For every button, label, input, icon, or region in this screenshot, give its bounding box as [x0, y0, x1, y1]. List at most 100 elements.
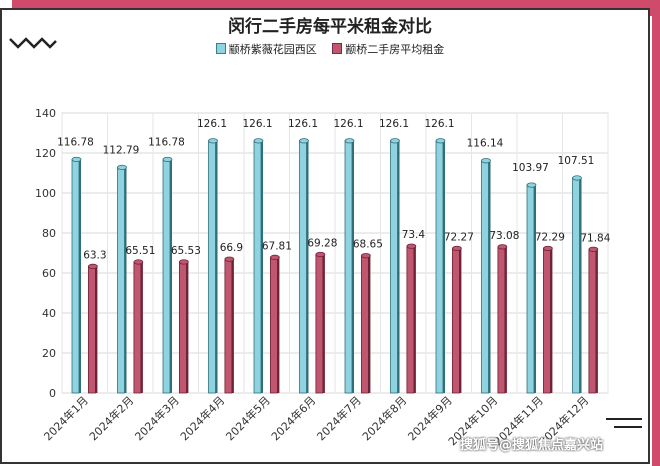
data-label-series-2: 73.4 — [402, 229, 426, 241]
x-tick-label: 2024年7月 — [314, 393, 364, 443]
data-label-series-1: 107.51 — [558, 155, 595, 167]
bar-series-1 — [481, 160, 489, 394]
double-line-decoration-icon — [606, 418, 642, 428]
bar-side-series-2 — [504, 245, 507, 393]
x-tick-label: 2024年5月 — [223, 393, 273, 443]
bar-side-series-1 — [215, 139, 218, 393]
bar-side-series-2 — [322, 253, 325, 393]
data-label-series-1: 126.1 — [197, 118, 227, 130]
bar-cap-series-1 — [572, 175, 582, 181]
bar-series-2 — [178, 261, 187, 394]
data-label-series-2: 72.27 — [444, 231, 474, 243]
bar-side-series-1 — [306, 139, 309, 393]
data-label-series-1: 126.1 — [333, 118, 363, 130]
y-tick-label: 100 — [35, 187, 56, 200]
y-tick-label: 140 — [35, 107, 56, 120]
data-label-series-1: 126.1 — [242, 118, 272, 130]
x-tick-label: 2024年4月 — [177, 393, 227, 443]
bar-cap-series-1 — [344, 138, 355, 144]
bar-cap-series-2 — [315, 251, 326, 258]
bar-side-series-2 — [459, 247, 462, 393]
bar-side-series-1 — [79, 158, 82, 393]
data-label-series-2: 68.65 — [353, 239, 383, 251]
bar-side-series-1 — [124, 166, 127, 393]
data-label-series-2: 66.9 — [220, 242, 243, 254]
bar-cap-series-1 — [71, 156, 82, 163]
data-label-series-1: 126.1 — [379, 118, 409, 130]
data-label-series-1: 126.1 — [288, 118, 318, 130]
bar-cap-series-1 — [299, 138, 309, 144]
bar-series-2 — [497, 246, 506, 394]
bar-cap-series-1 — [117, 164, 127, 171]
watermark: 搜狐号@搜狐焦点嘉兴站 — [460, 438, 604, 453]
bar-cap-series-1 — [390, 138, 400, 144]
bar-side-series-1 — [579, 176, 582, 393]
bar-series-1 — [71, 159, 80, 394]
bar-cap-series-2 — [588, 246, 599, 252]
x-tick-label: 2024年8月 — [359, 393, 409, 443]
data-label-series-2: 69.28 — [307, 237, 337, 249]
y-tick-label: 20 — [42, 347, 56, 360]
bar-side-series-2 — [413, 245, 416, 393]
bar-cap-series-1 — [481, 158, 491, 164]
bar-side-series-2 — [277, 256, 280, 393]
bar-series-1 — [435, 140, 444, 394]
y-tick-label: 60 — [42, 267, 56, 280]
bar-cap-series-1 — [526, 182, 537, 188]
data-label-series-2: 63.3 — [83, 249, 106, 261]
data-label-series-2: 72.29 — [535, 231, 565, 243]
x-tick-label: 2024年6月 — [268, 393, 318, 443]
bar-series-1 — [162, 159, 171, 394]
zigzag-decoration-icon — [9, 37, 57, 49]
bar-series-2 — [269, 256, 278, 394]
bar-series-1 — [208, 140, 216, 394]
legend-label-series-2: 颛桥二手房平均租金 — [345, 43, 445, 56]
bar-side-series-1 — [443, 139, 446, 393]
bar-series-2 — [87, 265, 96, 394]
bar-cap-series-2 — [360, 253, 371, 259]
bar-series-2 — [224, 258, 233, 394]
bar-side-series-2 — [140, 260, 143, 393]
bar-series-1 — [253, 140, 262, 394]
data-label-series-2: 67.81 — [262, 240, 292, 252]
bar-side-series-1 — [352, 139, 355, 393]
bar-cap-series-2 — [133, 259, 144, 265]
bar-series-2 — [542, 248, 551, 394]
legend-item-series-1: 颛桥紫薇花园西区 — [215, 41, 317, 57]
bar-side-series-1 — [170, 158, 173, 393]
bar-cap-series-1 — [208, 138, 218, 144]
bar-side-series-1 — [488, 159, 491, 393]
bar-cap-series-1 — [162, 156, 173, 163]
bar-series-1 — [526, 184, 535, 394]
y-tick-label: 120 — [35, 147, 56, 160]
chart-title: 闵行二手房每平米租金对比 — [228, 17, 432, 37]
bar-cap-series-2 — [269, 254, 280, 260]
bar-cap-series-2 — [406, 243, 417, 249]
bar-side-series-2 — [231, 258, 234, 393]
bar-series-2 — [315, 254, 324, 394]
legend-swatch-series-2 — [332, 43, 343, 54]
bar-side-series-2 — [186, 260, 189, 393]
chart-legend: 颛桥紫薇花园西区 颛桥二手房平均租金 — [0, 41, 660, 57]
bar-cap-series-2 — [497, 244, 508, 250]
bar-series-1 — [344, 140, 353, 394]
bar-cap-series-2 — [542, 245, 553, 252]
data-label-series-1: 116.14 — [467, 138, 504, 150]
data-label-series-1: 116.78 — [148, 136, 185, 148]
bar-side-series-2 — [95, 265, 98, 393]
bar-side-series-2 — [595, 248, 598, 393]
y-tick-label: 0 — [49, 387, 56, 400]
legend-swatch-series-1 — [215, 43, 226, 54]
bar-series-2 — [406, 245, 415, 394]
bar-side-series-2 — [368, 254, 371, 393]
bar-series-1 — [390, 140, 398, 394]
bar-cap-series-2 — [224, 256, 235, 262]
bar-series-2 — [133, 261, 142, 394]
x-tick-label: 2024年2月 — [86, 393, 136, 443]
data-label-series-1: 116.78 — [57, 136, 94, 148]
data-label-series-1: 103.97 — [512, 162, 549, 174]
legend-item-series-2: 颛桥二手房平均租金 — [332, 41, 444, 57]
bar-cap-series-2 — [178, 259, 189, 265]
bar-cap-series-2 — [451, 245, 462, 252]
